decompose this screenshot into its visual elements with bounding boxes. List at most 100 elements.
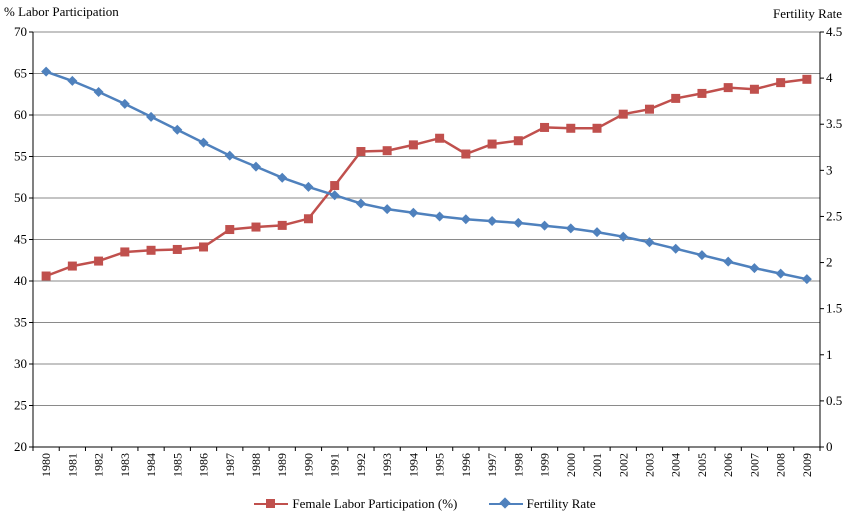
data-point-diamond [67, 75, 78, 86]
x-tick-label: 1982 [92, 453, 106, 477]
legend-item-fertility-rate: Fertility Rate [488, 496, 596, 512]
data-point-diamond [119, 98, 130, 109]
right-tick-label: 1 [826, 347, 833, 362]
data-point-diamond [303, 181, 314, 192]
left-tick-label: 70 [14, 24, 27, 39]
data-point-diamond [250, 161, 261, 172]
data-point-diamond [355, 198, 366, 209]
data-point-square [67, 261, 77, 271]
left-tick-label: 65 [14, 66, 27, 81]
chart-legend: Female Labor Participation (%) Fertility… [0, 496, 850, 514]
data-point-square [540, 122, 550, 132]
x-tick-label: 1986 [197, 453, 211, 477]
right-tick-label: 3.5 [826, 116, 842, 131]
x-tick-label: 1989 [275, 453, 289, 477]
data-point-square [697, 88, 707, 98]
x-tick-label: 1985 [170, 453, 184, 477]
data-point-diamond [513, 217, 524, 228]
data-point-square [723, 83, 733, 93]
data-point-square [382, 146, 392, 156]
x-tick-label: 2004 [669, 453, 683, 477]
x-tick-label: 1987 [223, 453, 237, 477]
x-tick-label: 1988 [249, 453, 263, 477]
x-tick-label: 1990 [301, 453, 315, 477]
series-line [45, 70, 808, 281]
data-point-square [277, 220, 287, 230]
legend-item-female-labor: Female Labor Participation (%) [254, 496, 457, 512]
x-tick-label: 1998 [511, 453, 525, 477]
x-tick-label: 2009 [800, 453, 814, 477]
x-tick-label: 1981 [65, 453, 79, 477]
data-point-square [618, 109, 628, 119]
data-point-diamond [198, 137, 209, 148]
x-tick-label: 2006 [721, 453, 735, 477]
series-female-labor [41, 74, 812, 281]
data-point-square [41, 271, 51, 281]
data-point-square [671, 93, 681, 103]
x-tick-label: 1995 [433, 453, 447, 477]
data-point-square [802, 74, 812, 84]
data-point-diamond [644, 237, 655, 248]
data-point-square [435, 133, 445, 143]
series-fertility-rate [41, 66, 812, 285]
data-point-diamond [696, 250, 707, 261]
x-tick-label: 1996 [459, 453, 473, 477]
legend-label-female-labor: Female Labor Participation (%) [292, 496, 458, 511]
data-point-diamond [93, 86, 104, 97]
right-tick-label: 1.5 [826, 301, 842, 316]
data-point-square [94, 256, 104, 266]
left-tick-label: 30 [14, 356, 27, 371]
x-tick-label: 1984 [144, 453, 158, 477]
x-tick-label: 1997 [485, 453, 499, 477]
data-point-diamond [775, 268, 786, 279]
data-point-square [513, 136, 523, 146]
left-tick-label: 50 [14, 190, 27, 205]
data-point-diamond [749, 263, 760, 274]
data-point-diamond [539, 220, 550, 231]
x-tick-label: 2001 [590, 453, 604, 477]
left-tick-label: 25 [14, 398, 27, 413]
data-point-square [172, 244, 182, 254]
x-tick-label: 1983 [118, 453, 132, 477]
left-tick-label: 20 [14, 439, 27, 454]
x-tick-label: 2003 [642, 453, 656, 477]
legend-swatch-female-labor [254, 498, 289, 510]
x-tick-label: 2005 [695, 453, 709, 477]
left-tick-label: 35 [14, 315, 27, 330]
data-point-square [251, 222, 261, 232]
legend-swatch-fertility-rate [488, 497, 523, 510]
x-tick-label: 1992 [354, 453, 368, 477]
data-point-square [303, 214, 313, 224]
data-point-square [356, 147, 366, 157]
data-point-diamond [460, 214, 471, 225]
left-tick-label: 45 [14, 232, 27, 247]
data-point-diamond [618, 231, 629, 242]
data-point-diamond [408, 207, 419, 218]
right-tick-label: 3 [826, 162, 833, 177]
data-point-square [749, 84, 759, 94]
data-point-square [461, 149, 471, 159]
series-line [45, 78, 808, 278]
data-point-square [120, 247, 130, 257]
x-tick-label: 1980 [39, 453, 53, 477]
right-axis-title: Fertility Rate [773, 6, 842, 21]
left-tick-label: 55 [14, 149, 27, 164]
right-tick-label: 4.5 [826, 24, 842, 39]
data-point-diamond [277, 172, 288, 183]
right-tick-label: 0.5 [826, 393, 842, 408]
data-point-square [776, 78, 786, 88]
legend-label-fertility-rate: Fertility Rate [526, 496, 596, 511]
data-point-diamond [487, 216, 498, 227]
left-tick-label: 60 [14, 107, 27, 122]
x-tick-label: 2000 [564, 453, 578, 477]
data-point-square [408, 140, 418, 150]
x-tick-label: 1999 [538, 453, 552, 477]
data-point-diamond [434, 211, 445, 222]
data-point-diamond [41, 66, 52, 77]
data-point-diamond [172, 124, 183, 135]
data-point-square [592, 123, 602, 133]
data-point-diamond [801, 274, 812, 285]
data-point-square [644, 104, 654, 114]
data-point-square [146, 245, 156, 255]
left-tick-label: 40 [14, 273, 27, 288]
